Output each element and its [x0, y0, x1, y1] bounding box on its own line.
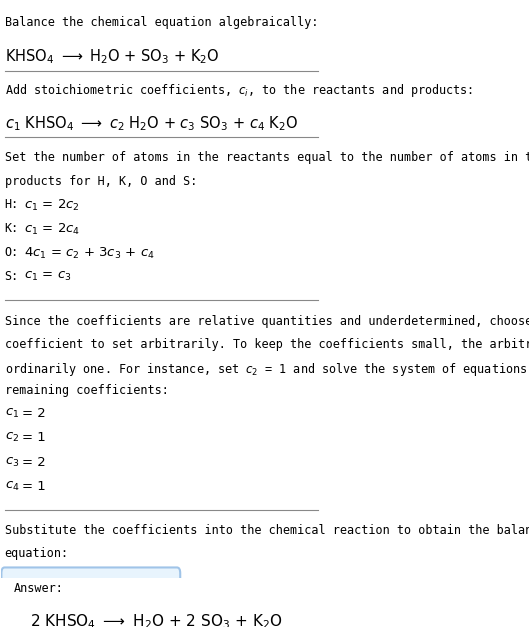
Text: Balance the chemical equation algebraically:: Balance the chemical equation algebraica… [5, 16, 318, 29]
Text: 4$c_1$ = $c_2$ + 3$c_3$ + $c_4$: 4$c_1$ = $c_2$ + 3$c_3$ + $c_4$ [24, 246, 154, 261]
Text: = 2: = 2 [22, 407, 46, 420]
Text: $c_1$: $c_1$ [5, 407, 19, 420]
Text: remaining coefficients:: remaining coefficients: [5, 384, 168, 397]
Text: Since the coefficients are relative quantities and underdetermined, choose a: Since the coefficients are relative quan… [5, 315, 529, 328]
Text: Set the number of atoms in the reactants equal to the number of atoms in the: Set the number of atoms in the reactants… [5, 151, 529, 164]
Text: = 2: = 2 [22, 456, 46, 468]
Text: K:: K: [5, 222, 19, 235]
Text: 2 KHSO$_4$ $\longrightarrow$ H$_2$O + 2 SO$_3$ + K$_2$O: 2 KHSO$_4$ $\longrightarrow$ H$_2$O + 2 … [30, 613, 282, 627]
Text: O:: O: [5, 246, 19, 259]
Text: $c_3$: $c_3$ [5, 456, 19, 468]
Text: Substitute the coefficients into the chemical reaction to obtain the balanced: Substitute the coefficients into the che… [5, 524, 529, 537]
Text: $c_4$: $c_4$ [5, 480, 19, 493]
Text: $c_1$ KHSO$_4$ $\longrightarrow$ $c_2$ H$_2$O + $c_3$ SO$_3$ + $c_4$ K$_2$O: $c_1$ KHSO$_4$ $\longrightarrow$ $c_2$ H… [5, 114, 298, 133]
Text: Answer:: Answer: [14, 582, 64, 595]
Text: = 1: = 1 [22, 431, 46, 445]
FancyBboxPatch shape [2, 567, 180, 627]
Text: $c_1$ = 2$c_4$: $c_1$ = 2$c_4$ [24, 222, 80, 237]
Text: products for H, K, O and S:: products for H, K, O and S: [5, 174, 197, 187]
Text: Add stoichiometric coefficients, $c_i$, to the reactants and products:: Add stoichiometric coefficients, $c_i$, … [5, 82, 473, 99]
Text: S:: S: [5, 270, 19, 283]
Text: coefficient to set arbitrarily. To keep the coefficients small, the arbitrary va: coefficient to set arbitrarily. To keep … [5, 338, 529, 350]
Text: $c_2$: $c_2$ [5, 431, 19, 445]
Text: $c_1$ = 2$c_2$: $c_1$ = 2$c_2$ [24, 198, 79, 213]
Text: $c_1$ = $c_3$: $c_1$ = $c_3$ [24, 270, 71, 283]
Text: H:: H: [5, 198, 19, 211]
Text: ordinarily one. For instance, set $c_2$ = 1 and solve the system of equations fo: ordinarily one. For instance, set $c_2$ … [5, 361, 529, 378]
Text: KHSO$_4$ $\longrightarrow$ H$_2$O + SO$_3$ + K$_2$O: KHSO$_4$ $\longrightarrow$ H$_2$O + SO$_… [5, 48, 219, 66]
Text: = 1: = 1 [22, 480, 46, 493]
Text: equation:: equation: [5, 547, 69, 561]
